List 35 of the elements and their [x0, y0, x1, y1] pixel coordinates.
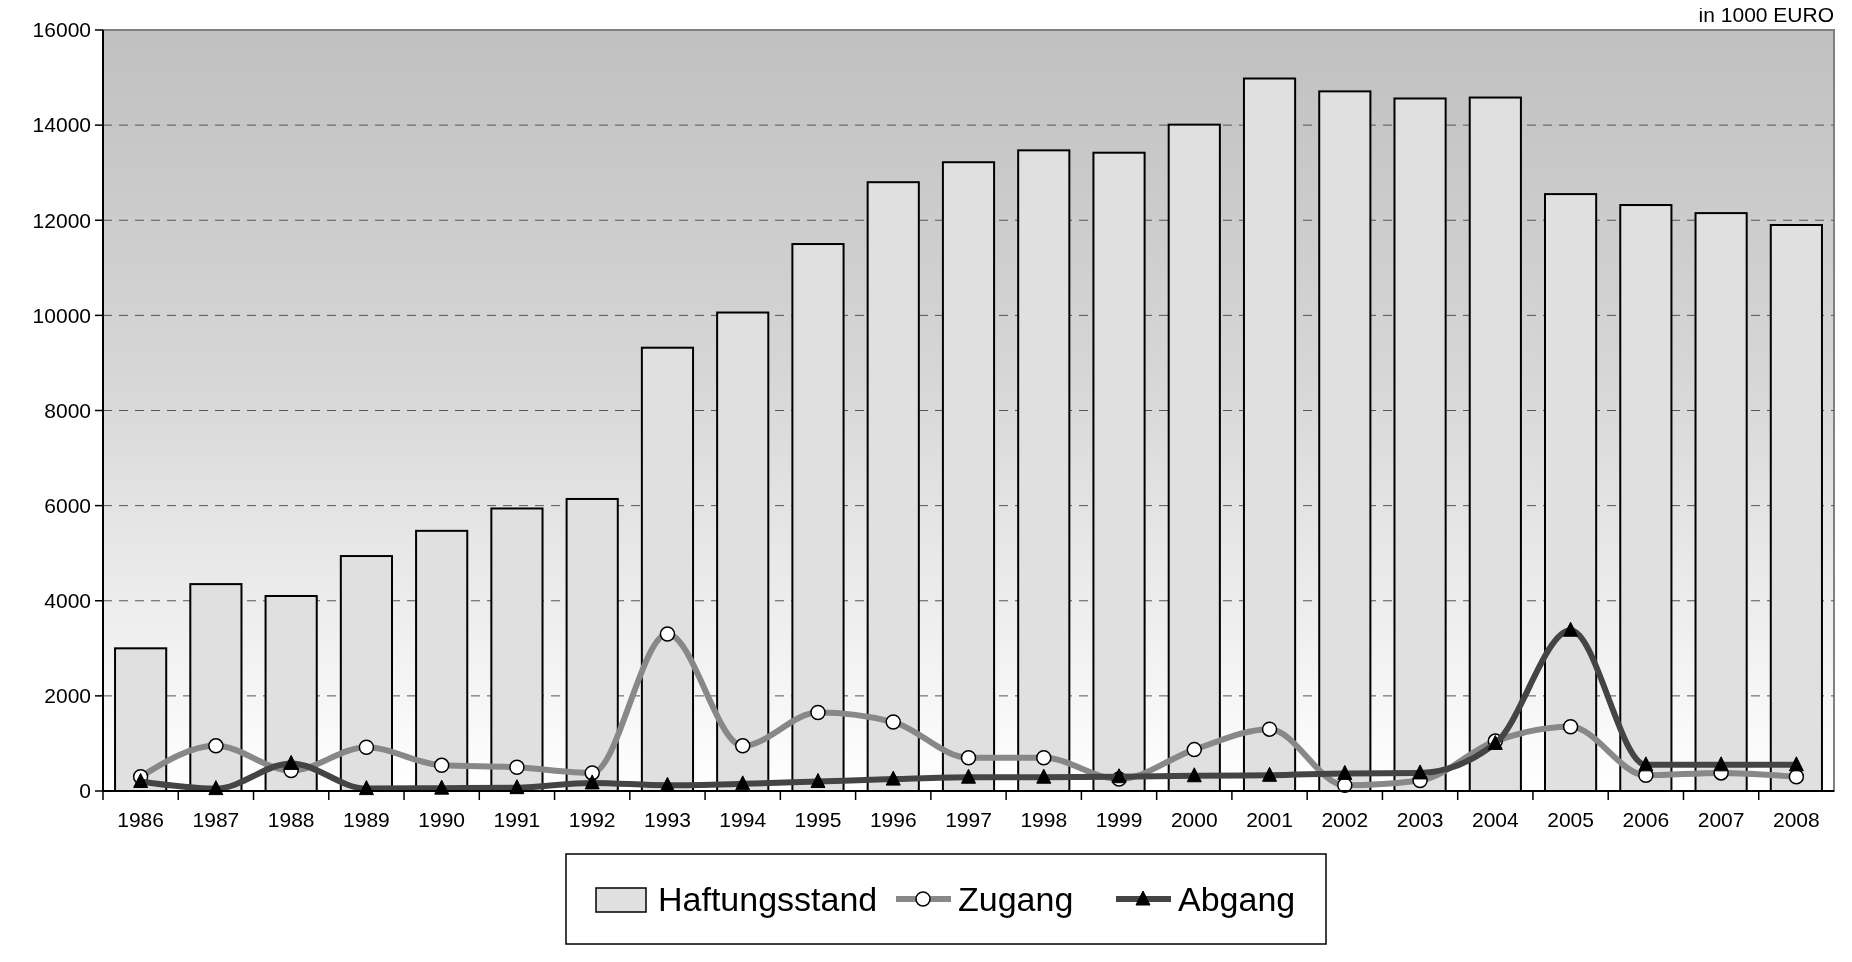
y-tick-label: 0: [79, 779, 91, 803]
x-tick-label: 1993: [644, 808, 691, 831]
x-tick-label: 2001: [1246, 808, 1293, 831]
y-tick-label: 4000: [44, 589, 91, 613]
x-tick-label: 1996: [869, 808, 917, 831]
x-tick-label: 1988: [267, 808, 315, 831]
legend-label: Abgang: [1178, 879, 1296, 918]
x-tick-label: 1994: [719, 808, 767, 831]
x-tick-label: 1992: [568, 808, 616, 831]
x-tick-label: 1990: [418, 808, 466, 831]
y-tick-label: 8000: [44, 398, 91, 422]
x-tick-label: 2005: [1547, 808, 1594, 831]
x-tick-label: 1989: [343, 808, 390, 831]
x-tick-label: 2007: [1697, 808, 1745, 831]
x-tick-label: 1999: [1095, 808, 1143, 831]
y-tick-label: 10000: [32, 303, 91, 327]
y-tick-label: 14000: [32, 113, 91, 137]
x-tick-label: 2003: [1396, 808, 1444, 831]
legend-label: Zugang: [958, 879, 1074, 918]
legend-label: Haftungsstand: [658, 879, 878, 918]
x-tick-label: 1987: [192, 808, 240, 831]
x-tick-label: 1991: [493, 808, 541, 831]
x-tick-label: 2002: [1321, 808, 1369, 831]
x-tick-label: 2008: [1773, 808, 1820, 831]
y-tick-label: 2000: [44, 684, 91, 708]
x-tick-label: 2006: [1622, 808, 1670, 831]
x-tick-label: 2000: [1170, 808, 1218, 831]
x-tick-label: 1998: [1020, 808, 1068, 831]
y-tick-label: 12000: [32, 208, 91, 232]
x-tick-label: 2004: [1471, 808, 1519, 831]
y-tick-label: 6000: [44, 493, 91, 517]
x-tick-label: 1995: [794, 808, 842, 831]
x-tick-label: 1997: [945, 808, 992, 831]
x-tick-label: 1986: [117, 808, 164, 831]
y-tick-label: 16000: [32, 18, 91, 42]
